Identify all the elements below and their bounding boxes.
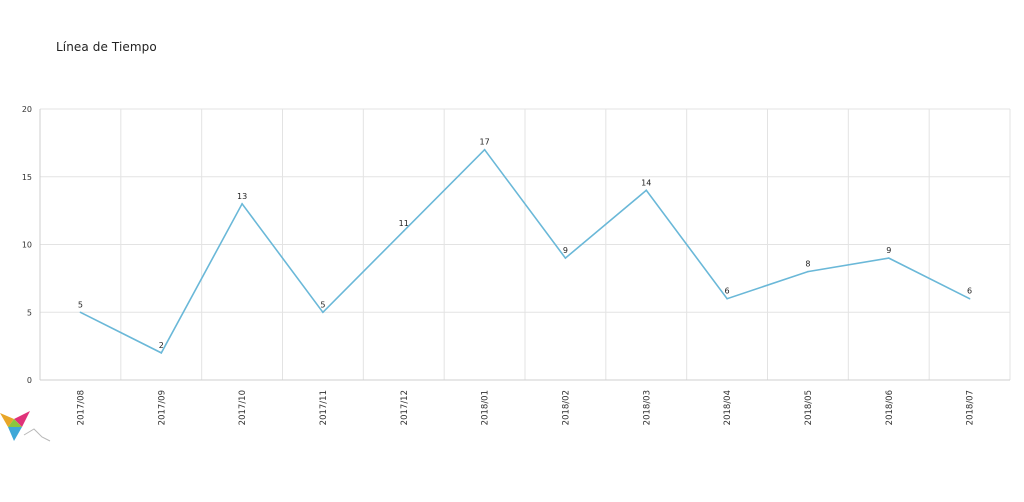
data-point-2017/09 xyxy=(160,352,163,354)
y-tick-label-0: 0 xyxy=(27,376,32,385)
data-label-2017/11: 5 xyxy=(320,300,325,309)
grid-lines xyxy=(40,108,1011,380)
data-point-2018/07 xyxy=(968,297,971,300)
x-tick-label-2018/06: 2018/06 xyxy=(885,390,895,425)
x-tick-label-2018/07: 2018/07 xyxy=(966,390,976,425)
series-line-group xyxy=(79,148,971,354)
x-tick-label-2017/10: 2017/10 xyxy=(238,390,248,425)
x-tick-label-2018/02: 2018/02 xyxy=(561,390,571,425)
data-label-2018/02: 9 xyxy=(563,246,568,255)
y-tick-label-10: 10 xyxy=(22,241,32,250)
y-tick-label-15: 15 xyxy=(22,173,32,182)
data-point-2018/06 xyxy=(887,257,890,259)
y-tick-label-20: 20 xyxy=(22,105,32,114)
origami-bird-logo xyxy=(0,411,51,442)
y-tick-labels: 0 5 10 15 20 xyxy=(22,105,32,385)
data-point-2018/04 xyxy=(726,297,728,300)
x-tick-label-2017/08: 2017/08 xyxy=(76,390,86,425)
data-point-2018/02 xyxy=(564,257,567,259)
x-tick-label-2017/09: 2017/09 xyxy=(157,390,167,425)
data-point-2017/08 xyxy=(79,311,82,314)
series-line-0 xyxy=(80,148,970,354)
data-label-2018/06: 9 xyxy=(886,246,891,255)
data-point-2018/03 xyxy=(645,189,648,192)
data-label-2017/10: 13 xyxy=(237,192,247,201)
data-label-2017/12: 11 xyxy=(399,219,409,228)
data-label-2017/08: 5 xyxy=(78,300,83,309)
chart-title: Línea de Tiempo xyxy=(56,40,157,54)
data-point-2017/12 xyxy=(402,230,405,232)
data-point-2017/10 xyxy=(241,203,243,205)
data-point-2018/05 xyxy=(807,270,809,273)
x-tick-label-2018/04: 2018/04 xyxy=(723,390,733,425)
data-label-2018/03: 14 xyxy=(641,178,651,187)
data-label-2017/09: 2 xyxy=(159,341,164,350)
x-tick-label-2018/05: 2018/05 xyxy=(804,390,814,425)
x-tick-labels: 2017/08 2017/09 2017/10 2017/11 2017/12 2018/… xyxy=(76,390,975,425)
x-tick-label-2017/11: 2017/11 xyxy=(319,390,329,425)
data-point-2017/11 xyxy=(322,311,324,314)
axes xyxy=(39,109,1010,381)
x-tick-label-2018/01: 2018/01 xyxy=(481,390,491,425)
x-tick-label-2017/12: 2017/12 xyxy=(400,390,410,425)
data-point-2018/01 xyxy=(483,148,486,151)
x-tick-label-2018/03: 2018/03 xyxy=(642,390,652,425)
data-labels: 5 2 13 5 11 17 9 14 6 8 9 6 xyxy=(78,138,972,350)
y-tick-label-5: 5 xyxy=(27,308,32,317)
data-label-2018/04: 6 xyxy=(725,287,730,296)
data-label-2018/01: 17 xyxy=(479,138,489,147)
data-label-2018/05: 8 xyxy=(805,260,810,269)
data-label-2018/07: 6 xyxy=(967,287,972,296)
